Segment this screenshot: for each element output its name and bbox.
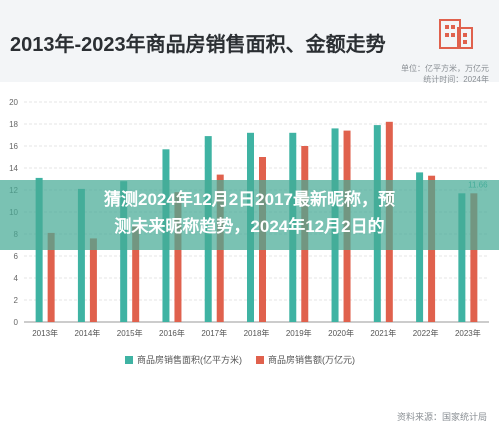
x-tick-label: 2021年 [370, 328, 396, 338]
x-tick-label: 2023年 [455, 328, 481, 338]
header-panel [0, 0, 499, 82]
bar-amount [174, 192, 182, 322]
bar-amount [47, 232, 55, 322]
y-tick-label: 16 [9, 142, 18, 151]
legend-item-amount: 商品房销售额(万亿元) [256, 353, 355, 366]
source-note: 资料来源：国家统计局 [396, 412, 487, 422]
y-tick-label: 6 [14, 252, 19, 261]
bar-area [120, 181, 128, 322]
y-tick-label: 2 [14, 296, 19, 305]
legend-label-area: 商品房销售面积(亿平方米) [137, 355, 242, 365]
y-tick-label: 20 [9, 98, 18, 107]
chart-title: 2013年-2023年商品房销售面积、金额走势 [10, 34, 386, 56]
x-tick-label: 2018年 [244, 328, 270, 338]
headline-text: 猜测2024年12月2日2017最新昵称，预 测未来昵称趋势，2024年12月2… [0, 186, 499, 240]
x-tick-label: 2014年 [75, 328, 101, 338]
y-tick-label: 0 [14, 318, 19, 327]
bar-area [458, 193, 466, 322]
y-tick-label: 18 [9, 120, 18, 129]
bar-amount [89, 238, 97, 322]
x-tick-label: 2016年 [159, 328, 185, 338]
legend-label-amount: 商品房销售额(万亿元) [268, 355, 355, 365]
x-tick-label: 2019年 [286, 328, 312, 338]
x-tick-label: 2013年 [32, 328, 58, 338]
y-tick-label: 14 [9, 164, 18, 173]
x-tick-label: 2015年 [117, 328, 143, 338]
x-tick-label: 2017年 [201, 328, 227, 338]
y-tick-label: 4 [14, 274, 19, 283]
bar-amount [132, 226, 140, 322]
legend-item-area: 商品房销售面积(亿平方米) [125, 353, 242, 366]
x-tick-label: 2020年 [328, 328, 354, 338]
legend-swatch-amount [256, 355, 264, 364]
bar-area [77, 188, 85, 322]
headline-line-2: 测未来昵称趋势，2024年12月2日的 [114, 217, 385, 236]
headline-banner [0, 180, 499, 250]
legend: 商品房销售面积(亿平方米) 商品房销售额(万亿元) [125, 353, 369, 366]
building-icon [439, 19, 473, 49]
bar-amount [470, 193, 478, 322]
date-label: 统计时间：2024年 [423, 75, 489, 84]
x-tick-label: 2022年 [413, 328, 439, 338]
legend-swatch-area [125, 355, 133, 364]
unit-label: 单位：亿平方米，万亿元 [401, 64, 489, 73]
headline-line-1: 猜测2024年12月2日2017最新昵称，预 [104, 190, 395, 209]
